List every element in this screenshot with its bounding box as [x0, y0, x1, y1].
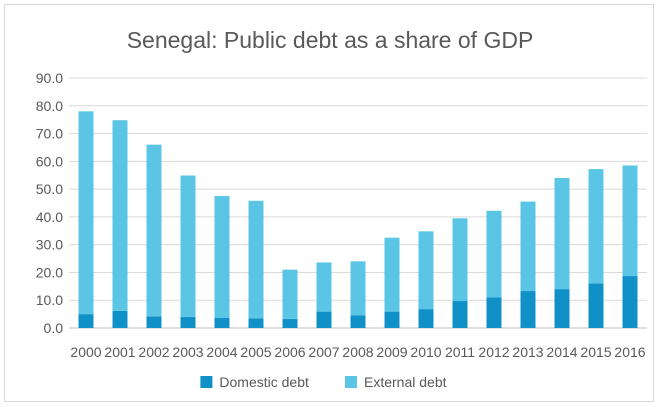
x-tick-label: 2011 — [445, 344, 475, 360]
bar-external-debt-2011 — [452, 218, 468, 302]
bar-domestic-debt-2007 — [316, 311, 332, 328]
bar-external-debt-2008 — [350, 261, 366, 316]
y-tick-label: 90.0 — [36, 70, 63, 86]
bar-domestic-debt-2003 — [180, 316, 196, 328]
x-tick-label: 2005 — [240, 344, 271, 360]
bar-domestic-debt-2010 — [418, 309, 434, 328]
x-tick-label: 2016 — [614, 344, 645, 360]
bar-external-debt-2016 — [622, 165, 638, 277]
bar-domestic-debt-2004 — [214, 318, 230, 328]
bar-external-debt-2015 — [588, 169, 604, 284]
y-tick-label: 40.0 — [36, 209, 63, 225]
bar-external-debt-2007 — [316, 262, 332, 312]
bar-external-debt-2006 — [282, 269, 298, 319]
x-tick-label: 2007 — [308, 344, 339, 360]
y-tick-label: 50.0 — [36, 181, 63, 197]
bar-domestic-debt-2008 — [350, 315, 366, 328]
bar-external-debt-2012 — [486, 210, 502, 298]
y-tick-label: 60.0 — [36, 153, 63, 169]
y-tick-label: 80.0 — [36, 98, 63, 114]
legend-swatch-external-debt — [345, 376, 357, 388]
x-tick-label: 2002 — [138, 344, 169, 360]
legend-layer: Domestic debt External debt — [200, 374, 447, 390]
chart-svg: 0.0 10.0 20.0 30.0 40.0 50.0 60.0 70.0 80.0 90.0 2… — [36, 70, 647, 390]
y-tick-label: 70.0 — [36, 126, 63, 142]
bar-external-debt-2001 — [112, 120, 128, 311]
x-tick-label: 2013 — [512, 344, 543, 360]
bar-external-debt-2003 — [180, 175, 196, 317]
chart-title: Senegal: Public debt as a share of GDP — [126, 27, 534, 53]
bar-domestic-debt-2012 — [486, 297, 502, 328]
bar-domestic-debt-2001 — [112, 310, 128, 328]
bar-domestic-debt-2016 — [622, 276, 638, 328]
x-tick-label: 2010 — [410, 344, 441, 360]
bar-domestic-debt-2014 — [554, 289, 570, 328]
bar-external-debt-2010 — [418, 231, 434, 310]
y-tick-label: 10.0 — [36, 292, 63, 308]
bar-external-debt-2009 — [384, 237, 400, 312]
x-tick-label: 2001 — [104, 344, 135, 360]
bar-domestic-debt-2000 — [78, 314, 94, 328]
x-tick-label: 2006 — [274, 344, 305, 360]
bar-domestic-debt-2009 — [384, 311, 400, 328]
axis-layer: 0.0 10.0 20.0 30.0 40.0 50.0 60.0 70.0 80.0 90.0 2… — [36, 70, 646, 360]
legend-swatch-domestic-debt — [200, 376, 213, 388]
x-tick-label: 2004 — [206, 344, 237, 360]
bar-external-debt-2014 — [554, 178, 570, 290]
bar-domestic-debt-2006 — [282, 318, 298, 328]
bar-external-debt-2013 — [520, 201, 536, 292]
y-tick-label: 30.0 — [36, 237, 63, 253]
legend-label-external-debt: External debt — [364, 374, 447, 390]
y-tick-label: 20.0 — [36, 264, 63, 280]
x-tick-label: 2015 — [580, 344, 611, 360]
bar-domestic-debt-2015 — [588, 283, 604, 328]
chart-frame: Senegal: Public debt as a share of GDP 0… — [4, 4, 654, 402]
bar-external-debt-2002 — [146, 144, 162, 317]
bar-domestic-debt-2011 — [452, 301, 468, 328]
x-tick-label: 2009 — [376, 344, 407, 360]
x-tick-label: 2014 — [546, 344, 577, 360]
bar-external-debt-2004 — [214, 196, 230, 318]
x-tick-label: 2008 — [342, 344, 373, 360]
bar-external-debt-2005 — [248, 200, 264, 319]
bar-domestic-debt-2013 — [520, 291, 536, 328]
x-tick-label: 2003 — [172, 344, 203, 360]
x-tick-label: 2000 — [70, 344, 101, 360]
bar-domestic-debt-2005 — [248, 318, 264, 328]
legend-label-domestic-debt: Domestic debt — [219, 374, 309, 390]
bar-layer — [78, 111, 638, 328]
bar-external-debt-2000 — [78, 111, 94, 315]
x-tick-label: 2012 — [478, 344, 509, 360]
y-tick-label: 0.0 — [44, 320, 64, 336]
bar-domestic-debt-2002 — [146, 316, 162, 328]
